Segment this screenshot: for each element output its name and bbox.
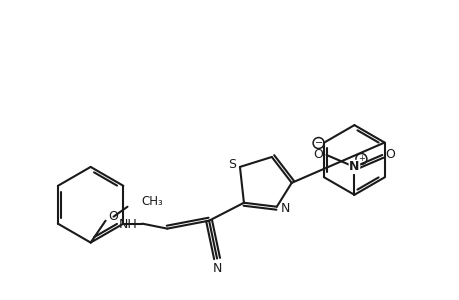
Text: S: S [228, 158, 235, 171]
Text: N: N [280, 202, 290, 215]
Text: N: N [212, 262, 221, 275]
Text: O: O [108, 210, 118, 223]
Text: −: − [314, 138, 322, 148]
Text: CH₃: CH₃ [141, 195, 163, 208]
Text: N: N [348, 160, 359, 173]
Text: O: O [385, 148, 394, 161]
Text: +: + [357, 154, 364, 164]
Text: NH: NH [118, 218, 137, 231]
Text: O: O [313, 148, 323, 161]
